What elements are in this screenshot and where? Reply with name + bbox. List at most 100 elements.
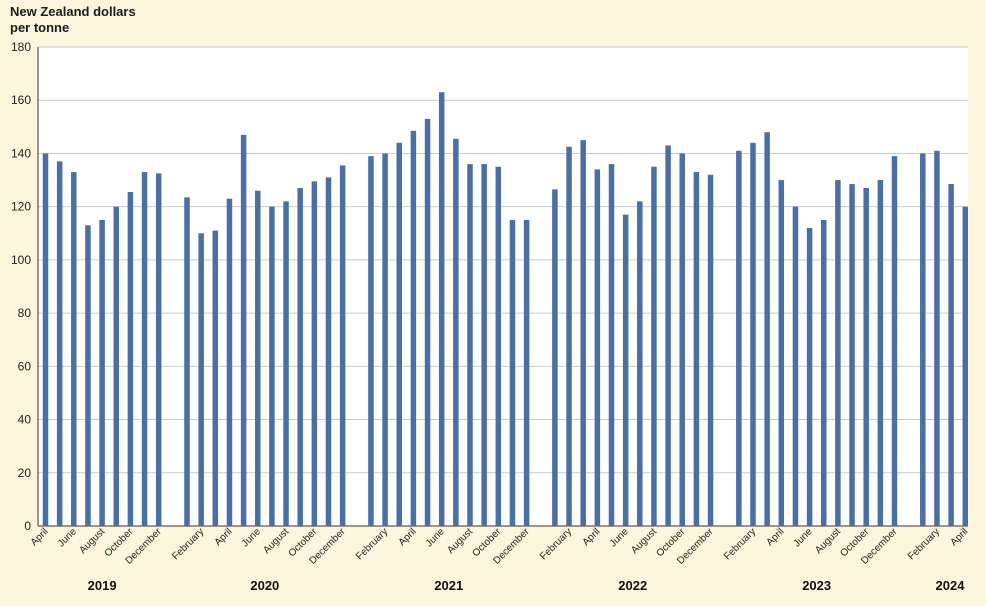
bar bbox=[396, 142, 402, 527]
bar bbox=[453, 138, 459, 526]
y-tick-label: 20 bbox=[18, 466, 32, 480]
y-tick-label: 140 bbox=[11, 146, 31, 160]
bar bbox=[693, 172, 700, 527]
bar bbox=[368, 156, 374, 526]
x-tick-label: June bbox=[792, 526, 815, 549]
y-tick-label: 40 bbox=[18, 413, 32, 427]
bar bbox=[297, 188, 303, 527]
bars bbox=[42, 92, 968, 527]
plot-area bbox=[38, 47, 968, 526]
bar bbox=[948, 184, 954, 526]
bar bbox=[481, 164, 487, 527]
bar bbox=[240, 134, 247, 527]
bar bbox=[523, 219, 530, 526]
bar bbox=[962, 206, 968, 526]
x-tick-label: June bbox=[608, 526, 631, 549]
year-label: 2020 bbox=[250, 578, 279, 593]
bar bbox=[198, 233, 204, 526]
bar bbox=[637, 201, 643, 526]
x-tick-label: February bbox=[170, 526, 206, 562]
bar bbox=[764, 132, 770, 526]
bar bbox=[707, 174, 714, 526]
bar bbox=[339, 165, 346, 527]
bar bbox=[255, 190, 261, 526]
unit-label-line1: New Zealand dollars bbox=[10, 4, 136, 19]
bar bbox=[382, 153, 388, 526]
bar bbox=[580, 140, 586, 526]
bar bbox=[622, 214, 629, 526]
x-tick-label: April bbox=[764, 526, 786, 548]
bar bbox=[99, 219, 105, 526]
year-label: 2024 bbox=[936, 578, 966, 593]
bar bbox=[71, 172, 77, 527]
x-tick-label: February bbox=[354, 526, 390, 562]
x-tick-label: June bbox=[240, 526, 263, 549]
x-tick-label: April bbox=[29, 526, 51, 548]
bar bbox=[155, 173, 162, 526]
unit-label-line2: per tonne bbox=[10, 20, 70, 35]
bar bbox=[325, 177, 332, 526]
bar bbox=[736, 150, 742, 527]
y-axis: 0 20 40 60 80 100 120 140 160 180 bbox=[11, 40, 968, 533]
bar bbox=[42, 153, 49, 526]
x-tick-label: February bbox=[906, 526, 942, 562]
bar bbox=[269, 206, 275, 526]
bar bbox=[608, 164, 615, 527]
bar bbox=[863, 188, 869, 527]
bar bbox=[141, 172, 148, 527]
y-tick-label: 120 bbox=[11, 200, 31, 214]
bar bbox=[792, 206, 799, 526]
bar bbox=[934, 150, 940, 527]
x-tick-label: April bbox=[397, 526, 419, 548]
bar bbox=[438, 92, 445, 526]
year-label: 2019 bbox=[88, 578, 117, 593]
year-labels: 2019 2020 2021 2022 2023 2024 bbox=[88, 578, 966, 593]
x-tick-label: June bbox=[56, 526, 79, 549]
y-tick-label: 0 bbox=[24, 519, 31, 533]
bar bbox=[877, 180, 884, 527]
x-tick-label: April bbox=[581, 526, 603, 548]
bar bbox=[509, 219, 516, 526]
bar bbox=[85, 225, 91, 527]
bar bbox=[891, 156, 898, 526]
bar bbox=[283, 201, 289, 526]
bar bbox=[127, 192, 134, 526]
year-label: 2022 bbox=[618, 578, 647, 593]
x-tick-label: April bbox=[213, 526, 235, 548]
gridlines bbox=[38, 46, 968, 474]
y-axis-unit-label: New Zealand dollars per tonne bbox=[10, 4, 136, 36]
bar bbox=[410, 130, 417, 526]
y-tick-label: 60 bbox=[18, 359, 32, 373]
bar bbox=[821, 219, 827, 526]
x-tick-label: February bbox=[722, 526, 758, 562]
y-tick-label: 160 bbox=[11, 93, 31, 107]
bar bbox=[920, 153, 926, 526]
y-tick-label: 180 bbox=[11, 40, 31, 54]
bar bbox=[226, 198, 233, 526]
bar bbox=[566, 146, 572, 526]
bar bbox=[56, 161, 63, 526]
bar bbox=[651, 166, 657, 526]
bar bbox=[184, 197, 190, 526]
x-tick-label: June bbox=[424, 526, 447, 549]
y-tick-label: 80 bbox=[18, 306, 32, 320]
x-tick-label: February bbox=[538, 526, 574, 562]
bar bbox=[495, 166, 502, 526]
bar bbox=[778, 180, 785, 527]
bar bbox=[750, 142, 756, 527]
bar bbox=[467, 164, 473, 527]
bar bbox=[424, 118, 431, 526]
year-label: 2023 bbox=[802, 578, 831, 593]
bar bbox=[679, 153, 685, 526]
x-tick-label: April bbox=[948, 526, 970, 548]
bar bbox=[849, 184, 855, 526]
bar bbox=[806, 227, 813, 526]
bar bbox=[665, 145, 671, 526]
bar bbox=[113, 206, 119, 526]
bar bbox=[212, 230, 219, 526]
bar bbox=[311, 181, 318, 526]
bar bbox=[552, 189, 558, 526]
year-label: 2021 bbox=[434, 578, 463, 593]
